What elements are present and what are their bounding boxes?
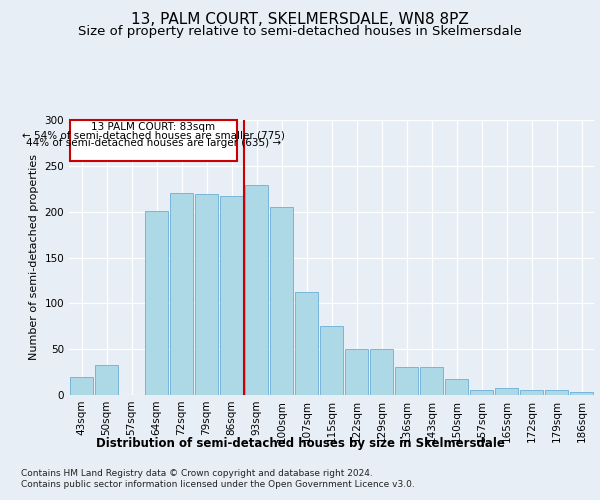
- Bar: [220, 196, 243, 395]
- Text: Size of property relative to semi-detached houses in Skelmersdale: Size of property relative to semi-detach…: [78, 25, 522, 38]
- Bar: [170, 194, 193, 395]
- Text: Contains HM Land Registry data © Crown copyright and database right 2024.: Contains HM Land Registry data © Crown c…: [21, 469, 373, 478]
- Text: Distribution of semi-detached houses by size in Skelmersdale: Distribution of semi-detached houses by …: [95, 438, 505, 450]
- Bar: [520, 390, 543, 395]
- Bar: [345, 349, 368, 395]
- Text: ← 54% of semi-detached houses are smaller (775): ← 54% of semi-detached houses are smalle…: [22, 130, 285, 140]
- Text: Contains public sector information licensed under the Open Government Licence v3: Contains public sector information licen…: [21, 480, 415, 489]
- Bar: [395, 366, 418, 395]
- Bar: [495, 388, 518, 395]
- Bar: [245, 185, 268, 395]
- Bar: [470, 390, 493, 395]
- Bar: [370, 349, 393, 395]
- Bar: [195, 194, 218, 395]
- Text: 13, PALM COURT, SKELMERSDALE, WN8 8PZ: 13, PALM COURT, SKELMERSDALE, WN8 8PZ: [131, 12, 469, 28]
- Bar: [320, 326, 343, 395]
- Bar: [295, 292, 318, 395]
- FancyBboxPatch shape: [70, 120, 236, 161]
- Bar: [545, 390, 568, 395]
- Bar: [420, 366, 443, 395]
- Bar: [445, 380, 468, 395]
- Text: 13 PALM COURT: 83sqm: 13 PALM COURT: 83sqm: [91, 122, 215, 132]
- Text: 44% of semi-detached houses are larger (635) →: 44% of semi-detached houses are larger (…: [26, 138, 281, 148]
- Bar: [145, 211, 168, 395]
- Bar: [95, 365, 118, 395]
- Bar: [570, 392, 593, 395]
- Bar: [270, 207, 293, 395]
- Y-axis label: Number of semi-detached properties: Number of semi-detached properties: [29, 154, 39, 360]
- Bar: [70, 376, 93, 395]
